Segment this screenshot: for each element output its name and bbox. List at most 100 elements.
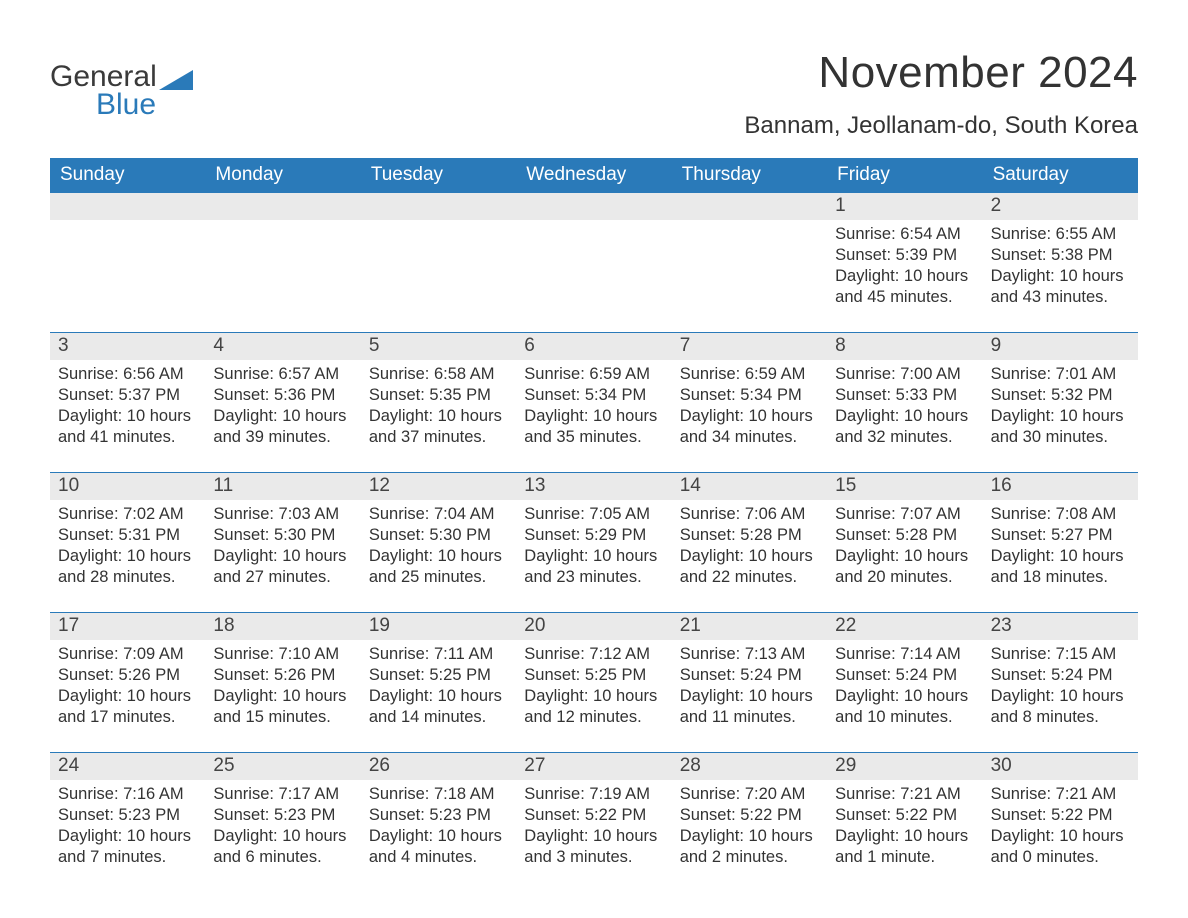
brand-logo: General Blue	[50, 48, 193, 122]
day-cell	[516, 220, 671, 314]
sunset-text: Sunset: 5:31 PM	[58, 525, 197, 546]
day-cell	[361, 220, 516, 314]
sunrise-text: Sunrise: 7:04 AM	[369, 504, 508, 525]
day-number: 15	[827, 473, 982, 500]
sunrise-text: Sunrise: 6:56 AM	[58, 364, 197, 385]
day-cell: Sunrise: 6:54 AMSunset: 5:39 PMDaylight:…	[827, 220, 982, 314]
dow-tuesday: Tuesday	[361, 158, 516, 193]
day-number-row: 24252627282930	[50, 753, 1138, 780]
daylight-text: Daylight: 10 hours and 35 minutes.	[524, 406, 663, 448]
day-number: 6	[516, 333, 671, 360]
sunrise-text: Sunrise: 6:55 AM	[991, 224, 1130, 245]
sunrise-text: Sunrise: 7:08 AM	[991, 504, 1130, 525]
sunrise-text: Sunrise: 7:18 AM	[369, 784, 508, 805]
day-cell: Sunrise: 7:11 AMSunset: 5:25 PMDaylight:…	[361, 640, 516, 734]
day-number: 26	[361, 753, 516, 780]
sunrise-text: Sunrise: 7:16 AM	[58, 784, 197, 805]
day-number-row: 10111213141516	[50, 473, 1138, 500]
day-cell: Sunrise: 7:01 AMSunset: 5:32 PMDaylight:…	[983, 360, 1138, 454]
day-cell: Sunrise: 7:16 AMSunset: 5:23 PMDaylight:…	[50, 780, 205, 874]
day-cell: Sunrise: 7:06 AMSunset: 5:28 PMDaylight:…	[672, 500, 827, 594]
day-body-row: Sunrise: 7:09 AMSunset: 5:26 PMDaylight:…	[50, 640, 1138, 734]
day-number: 25	[205, 753, 360, 780]
day-cell: Sunrise: 7:21 AMSunset: 5:22 PMDaylight:…	[827, 780, 982, 874]
sunset-text: Sunset: 5:26 PM	[58, 665, 197, 686]
sunset-text: Sunset: 5:24 PM	[835, 665, 974, 686]
sunrise-text: Sunrise: 7:05 AM	[524, 504, 663, 525]
sunrise-text: Sunrise: 7:12 AM	[524, 644, 663, 665]
daylight-text: Daylight: 10 hours and 30 minutes.	[991, 406, 1130, 448]
daylight-text: Daylight: 10 hours and 28 minutes.	[58, 546, 197, 588]
day-cell: Sunrise: 7:14 AMSunset: 5:24 PMDaylight:…	[827, 640, 982, 734]
day-number: 24	[50, 753, 205, 780]
daylight-text: Daylight: 10 hours and 39 minutes.	[213, 406, 352, 448]
dow-sunday: Sunday	[50, 158, 205, 193]
sunset-text: Sunset: 5:32 PM	[991, 385, 1130, 406]
daylight-text: Daylight: 10 hours and 18 minutes.	[991, 546, 1130, 588]
sunrise-text: Sunrise: 7:21 AM	[835, 784, 974, 805]
sunrise-text: Sunrise: 6:57 AM	[213, 364, 352, 385]
sunset-text: Sunset: 5:35 PM	[369, 385, 508, 406]
daylight-text: Daylight: 10 hours and 2 minutes.	[680, 826, 819, 868]
sunrise-text: Sunrise: 7:14 AM	[835, 644, 974, 665]
sunset-text: Sunset: 5:30 PM	[213, 525, 352, 546]
week-row: 24252627282930Sunrise: 7:16 AMSunset: 5:…	[50, 752, 1138, 874]
sunrise-text: Sunrise: 7:20 AM	[680, 784, 819, 805]
day-cell: Sunrise: 7:04 AMSunset: 5:30 PMDaylight:…	[361, 500, 516, 594]
calendar: Sunday Monday Tuesday Wednesday Thursday…	[50, 158, 1138, 874]
daylight-text: Daylight: 10 hours and 43 minutes.	[991, 266, 1130, 308]
daylight-text: Daylight: 10 hours and 25 minutes.	[369, 546, 508, 588]
daylight-text: Daylight: 10 hours and 22 minutes.	[680, 546, 819, 588]
day-number: 3	[50, 333, 205, 360]
day-cell: Sunrise: 7:20 AMSunset: 5:22 PMDaylight:…	[672, 780, 827, 874]
daylight-text: Daylight: 10 hours and 37 minutes.	[369, 406, 508, 448]
dow-friday: Friday	[827, 158, 982, 193]
daylight-text: Daylight: 10 hours and 8 minutes.	[991, 686, 1130, 728]
sunset-text: Sunset: 5:22 PM	[680, 805, 819, 826]
day-number	[361, 193, 516, 220]
month-title: November 2024	[744, 48, 1138, 98]
day-cell: Sunrise: 6:58 AMSunset: 5:35 PMDaylight:…	[361, 360, 516, 454]
day-number: 13	[516, 473, 671, 500]
sunset-text: Sunset: 5:24 PM	[680, 665, 819, 686]
daylight-text: Daylight: 10 hours and 14 minutes.	[369, 686, 508, 728]
day-cell: Sunrise: 6:59 AMSunset: 5:34 PMDaylight:…	[516, 360, 671, 454]
daylight-text: Daylight: 10 hours and 4 minutes.	[369, 826, 508, 868]
day-number: 30	[983, 753, 1138, 780]
day-number: 28	[672, 753, 827, 780]
day-number: 23	[983, 613, 1138, 640]
daylight-text: Daylight: 10 hours and 10 minutes.	[835, 686, 974, 728]
sunset-text: Sunset: 5:24 PM	[991, 665, 1130, 686]
sunset-text: Sunset: 5:39 PM	[835, 245, 974, 266]
sunrise-text: Sunrise: 7:07 AM	[835, 504, 974, 525]
day-cell: Sunrise: 7:21 AMSunset: 5:22 PMDaylight:…	[983, 780, 1138, 874]
sunset-text: Sunset: 5:36 PM	[213, 385, 352, 406]
sunset-text: Sunset: 5:38 PM	[991, 245, 1130, 266]
dow-wednesday: Wednesday	[516, 158, 671, 193]
day-number	[516, 193, 671, 220]
sunset-text: Sunset: 5:34 PM	[680, 385, 819, 406]
dow-saturday: Saturday	[983, 158, 1138, 193]
sunrise-text: Sunrise: 7:00 AM	[835, 364, 974, 385]
day-number: 1	[827, 193, 982, 220]
sunrise-text: Sunrise: 7:01 AM	[991, 364, 1130, 385]
sunrise-text: Sunrise: 6:59 AM	[680, 364, 819, 385]
day-number: 8	[827, 333, 982, 360]
sunset-text: Sunset: 5:22 PM	[835, 805, 974, 826]
sunrise-text: Sunrise: 7:17 AM	[213, 784, 352, 805]
day-body-row: Sunrise: 6:54 AMSunset: 5:39 PMDaylight:…	[50, 220, 1138, 314]
day-number: 22	[827, 613, 982, 640]
daylight-text: Daylight: 10 hours and 1 minute.	[835, 826, 974, 868]
day-number: 11	[205, 473, 360, 500]
sunset-text: Sunset: 5:27 PM	[991, 525, 1130, 546]
sunrise-text: Sunrise: 7:02 AM	[58, 504, 197, 525]
day-cell: Sunrise: 7:17 AMSunset: 5:23 PMDaylight:…	[205, 780, 360, 874]
day-number: 18	[205, 613, 360, 640]
day-of-week-header: Sunday Monday Tuesday Wednesday Thursday…	[50, 158, 1138, 193]
day-number: 12	[361, 473, 516, 500]
day-cell: Sunrise: 7:18 AMSunset: 5:23 PMDaylight:…	[361, 780, 516, 874]
day-body-row: Sunrise: 7:16 AMSunset: 5:23 PMDaylight:…	[50, 780, 1138, 874]
daylight-text: Daylight: 10 hours and 17 minutes.	[58, 686, 197, 728]
day-cell: Sunrise: 7:09 AMSunset: 5:26 PMDaylight:…	[50, 640, 205, 734]
daylight-text: Daylight: 10 hours and 34 minutes.	[680, 406, 819, 448]
